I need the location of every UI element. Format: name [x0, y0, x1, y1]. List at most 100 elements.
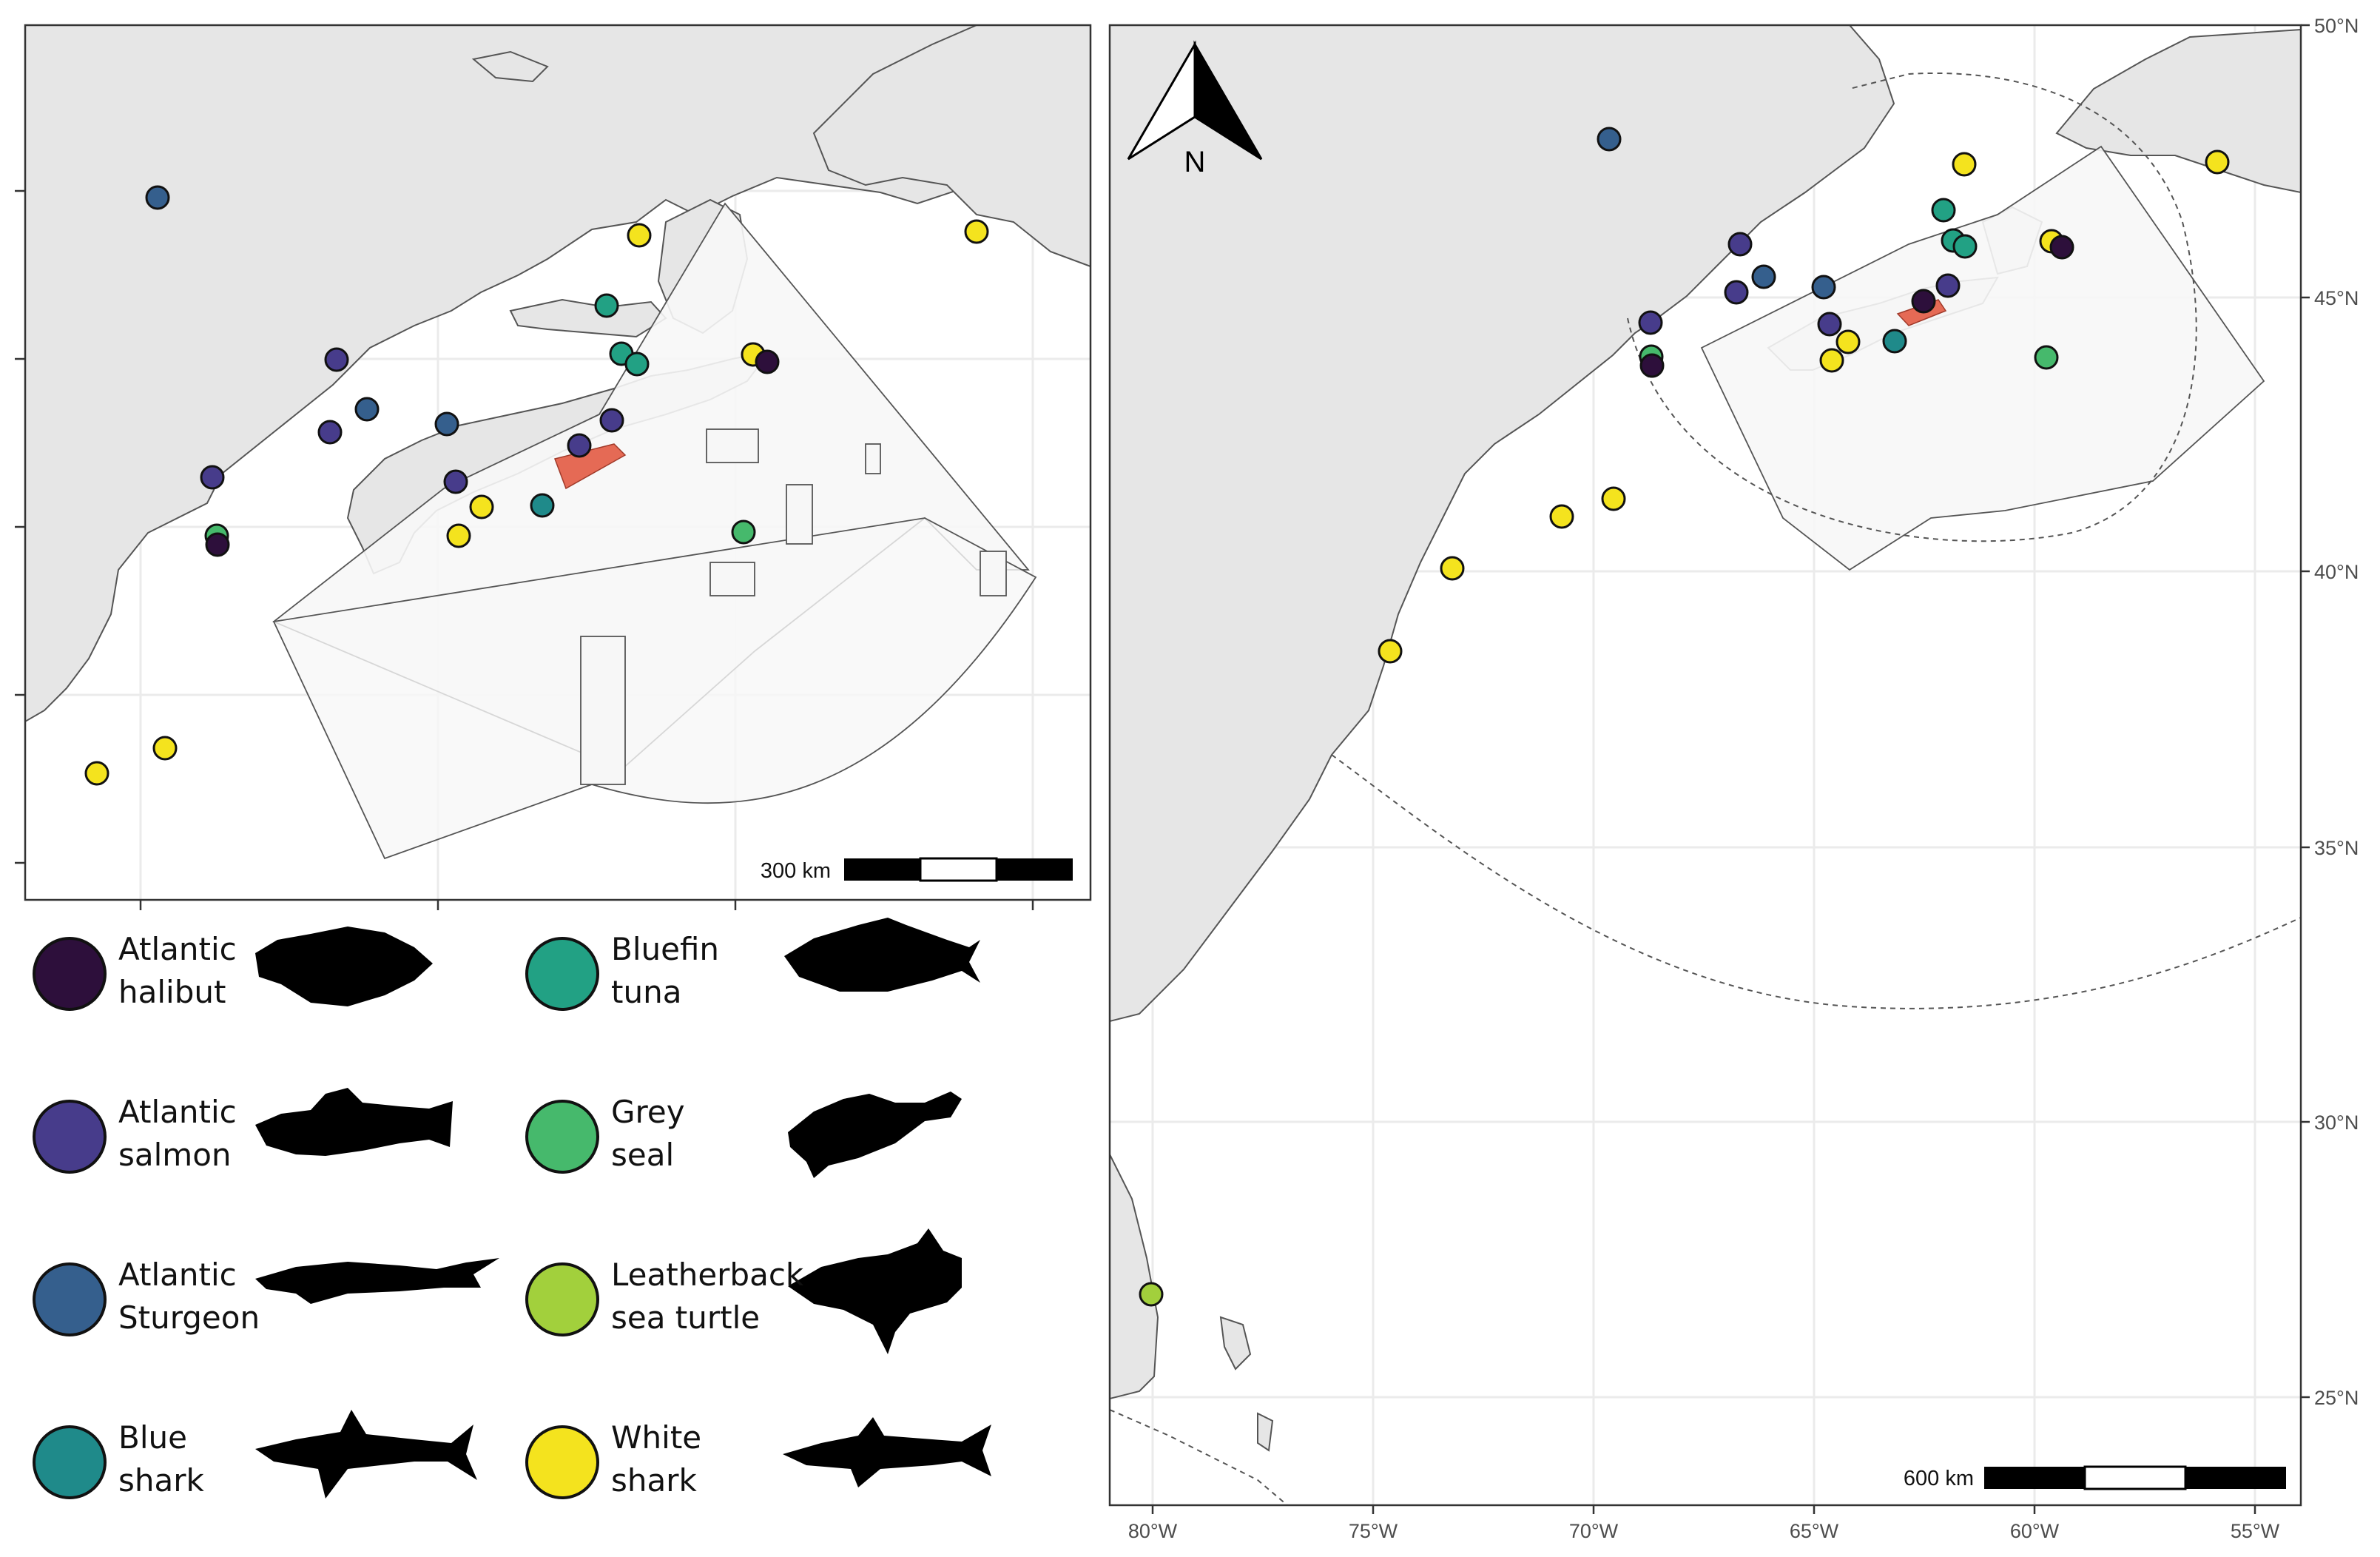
legend-dot-leatherback	[525, 1262, 599, 1336]
legend-dot-bluefin-tuna	[525, 937, 599, 1011]
right-newfoundland	[2055, 28, 2301, 194]
left-zone-2	[786, 484, 813, 545]
left-scale-bar-label: 300 km	[761, 859, 831, 883]
lat-tick-50n: 50°N	[2301, 15, 2359, 37]
detection-point-atlantic-salmon	[443, 469, 468, 494]
detection-point-white-shark	[1819, 348, 1844, 373]
left-zone-3	[865, 443, 881, 474]
tuna-silhouette-icon	[784, 918, 980, 992]
sturgeon-silhouette-icon	[255, 1258, 499, 1304]
lat-tick-40n: 40°N	[2301, 561, 2359, 583]
detection-point-atlantic-halibut	[755, 349, 780, 374]
left-zone-1	[706, 428, 759, 463]
right-eez-florida	[1110, 1409, 1288, 1505]
legend-label-white-shark: White shark	[611, 1419, 702, 1499]
detection-point-grey-seal	[2034, 345, 2059, 370]
detection-point-white-shark	[84, 761, 109, 786]
detection-point-white-shark	[1378, 639, 1403, 664]
left-detection-points	[84, 185, 989, 786]
legend-dot-atlantic-salmon	[33, 1100, 107, 1174]
left-map-frame	[24, 24, 1092, 901]
detection-point-white-shark	[1549, 504, 1574, 529]
detection-point-atlantic-halibut	[1911, 289, 1936, 314]
detection-point-atlantic-sturgeon	[1811, 275, 1836, 300]
seal-silhouette-icon	[788, 1092, 962, 1178]
detection-point-atlantic-salmon	[567, 433, 592, 458]
legend-label-blue-shark: Blue shark	[118, 1419, 204, 1499]
detection-point-leatherback	[1139, 1282, 1164, 1307]
detection-point-white-shark	[1835, 329, 1861, 354]
lat-tick-35n: 35°N	[2301, 837, 2359, 859]
detection-point-atlantic-salmon	[1724, 280, 1749, 305]
white-shark-silhouette-icon	[783, 1417, 991, 1487]
right-map-content	[1110, 25, 2301, 1505]
legend-label-atlantic-sturgeon: Atlantic Sturgeon	[118, 1257, 260, 1336]
north-arrow-label: N	[1184, 146, 1206, 178]
lon-tick-label: 75°W	[1349, 1520, 1398, 1542]
detection-point-blue-shark	[530, 493, 555, 518]
lon-tick-80w: 80°W	[1128, 1505, 1178, 1542]
right-scale-bar: 600 km	[1904, 1465, 2286, 1490]
detection-point-atlantic-salmon	[1935, 273, 1961, 298]
detection-point-bluefin-tuna	[624, 352, 650, 377]
lon-tick-60w: 60°W	[2010, 1505, 2060, 1542]
blue-shark-silhouette-icon	[255, 1410, 477, 1499]
lon-tick-65w: 65°W	[1790, 1505, 1839, 1542]
salmon-silhouette-icon	[255, 1088, 453, 1156]
detection-point-white-shark	[1952, 152, 1977, 177]
detection-point-white-shark	[446, 523, 471, 548]
detection-point-atlantic-sturgeon	[1751, 264, 1776, 289]
left-map-ticks	[15, 189, 1034, 910]
right-bahamas-1	[1219, 1316, 1252, 1371]
detection-point-bluefin-tuna	[1952, 234, 1978, 259]
detection-point-atlantic-salmon	[317, 420, 343, 445]
detection-point-grey-seal	[731, 519, 756, 545]
left-scale-bar: 300 km	[761, 857, 1073, 883]
legend-dot-blue-shark	[33, 1425, 107, 1499]
left-zone-4	[580, 636, 626, 785]
detection-point-bluefin-tuna	[1931, 198, 1956, 223]
halibut-silhouette-icon	[255, 927, 433, 1006]
detection-point-white-shark	[152, 736, 178, 761]
lon-tick-75w: 75°W	[1349, 1505, 1398, 1542]
lat-tick-label: 35°N	[2314, 837, 2359, 859]
detection-point-atlantic-salmon	[1638, 310, 1663, 335]
turtle-silhouette-icon	[788, 1228, 962, 1354]
detection-point-atlantic-sturgeon	[145, 185, 170, 210]
lat-tick-25n: 25°N	[2301, 1387, 2359, 1409]
right-map-frame	[1108, 24, 2302, 1507]
right-overview-map: N 600 km 80°W 75°W 70°W	[1108, 15, 2359, 1542]
legend-label-bluefin-tuna: Bluefin tuna	[611, 931, 720, 1010]
right-study-fan	[1700, 145, 2265, 571]
lon-tick-label: 65°W	[1790, 1520, 1839, 1542]
detection-point-blue-shark	[1882, 329, 1907, 354]
right-eez-south	[1331, 754, 2301, 1009]
lat-tick-label: 40°N	[2314, 561, 2359, 583]
detection-point-white-shark	[1440, 556, 1465, 581]
lat-tick-30n: 30°N	[2301, 1112, 2359, 1134]
lat-tick-label: 50°N	[2314, 15, 2359, 37]
lon-tick-label: 80°W	[1128, 1520, 1178, 1542]
left-study-arc	[272, 517, 1037, 860]
lat-tick-label: 45°N	[2314, 287, 2359, 309]
lat-tick-45n: 45°N	[2301, 287, 2359, 309]
detection-point-white-shark	[2205, 149, 2230, 175]
legend-dot-atlantic-halibut	[33, 937, 107, 1011]
right-north-america	[1110, 25, 1895, 1023]
detection-point-atlantic-sturgeon	[1597, 127, 1622, 152]
legend-dot-grey-seal	[525, 1100, 599, 1174]
left-map-content	[25, 25, 1090, 900]
lat-tick-label: 30°N	[2314, 1112, 2359, 1134]
detection-point-atlantic-halibut	[2049, 235, 2074, 260]
detection-point-white-shark	[964, 219, 989, 244]
legend-label-atlantic-salmon: Atlantic salmon	[118, 1094, 237, 1173]
left-inset-map: 300 km	[15, 24, 1092, 910]
lon-tick-label: 60°W	[2010, 1520, 2060, 1542]
detection-point-white-shark	[627, 223, 652, 248]
legend-dot-white-shark	[525, 1425, 599, 1499]
detection-point-atlantic-salmon	[599, 408, 624, 433]
detection-point-atlantic-salmon	[1817, 312, 1842, 337]
left-newfoundland	[812, 25, 1090, 268]
left-anticosti	[471, 50, 549, 83]
